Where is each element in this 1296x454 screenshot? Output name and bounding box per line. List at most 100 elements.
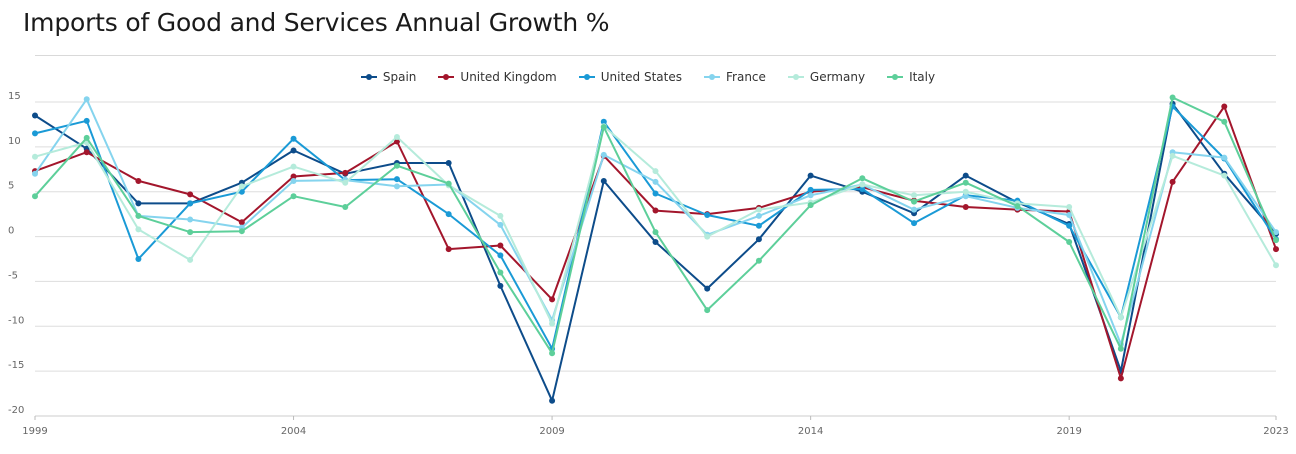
data-point-france [1221,154,1228,161]
legend-item-italy[interactable]: Italy [887,70,935,84]
data-point-united-states [290,135,297,142]
y-tick-label: 15 [8,91,21,102]
data-point-france [807,192,814,199]
data-point-france [755,212,762,219]
legend-label: Germany [809,70,866,84]
data-point-united-kingdom [1221,103,1228,110]
data-point-italy [911,198,918,205]
y-tick-label: 10 [8,136,21,147]
data-point-germany [859,181,866,188]
data-point-united-states [755,222,762,229]
data-point-germany [497,212,504,219]
data-point-germany [549,320,556,327]
chart-title: Imports of Good and Services Annual Grow… [23,8,610,37]
data-point-germany [32,153,38,160]
data-point-germany [135,226,142,233]
data-point-italy [807,202,814,209]
legend-item-united-states[interactable]: United States [578,70,682,84]
data-point-united-kingdom [342,169,349,176]
data-point-germany [755,206,762,213]
data-point-italy [497,269,504,276]
data-point-france [393,183,400,190]
series-line-france [34,98,1277,346]
data-point-united-states [704,212,711,219]
data-point-italy [32,193,38,200]
data-point-italy [600,124,607,131]
data-point-italy [342,203,349,210]
data-point-united-kingdom [497,242,504,249]
data-point-united-states [807,186,814,193]
data-point-spain [600,177,607,184]
legend-label: France [726,70,766,84]
y-tick-label: -20 [8,405,24,416]
legend-item-spain[interactable]: Spain [360,70,416,84]
data-point-germany [290,163,297,170]
data-point-italy [445,180,452,187]
series-line-united-states [34,105,1277,350]
x-tick-label: 2014 [798,426,823,437]
data-point-italy [83,134,90,141]
data-point-spain [497,282,504,289]
data-point-spain [290,147,297,154]
data-point-italy [290,193,297,200]
x-tick-label: 2019 [1056,426,1081,437]
data-point-germany [342,179,349,186]
data-point-spain [445,160,452,167]
data-point-united-states [911,220,918,227]
legend-item-france[interactable]: France [704,70,766,84]
data-point-united-kingdom [1273,246,1279,253]
data-point-germany [1273,262,1279,269]
legend-label: United States [600,70,682,84]
data-point-united-kingdom [238,219,245,226]
legend-item-united-kingdom[interactable]: United Kingdom [438,70,557,84]
data-point-united-states [1066,222,1073,229]
data-point-italy [393,162,400,169]
y-tick-label: -15 [8,360,24,371]
data-point-spain [755,236,762,243]
y-tick-label: 5 [8,181,14,192]
data-point-united-kingdom [187,191,194,198]
data-point-france [32,170,38,177]
data-point-france [1273,229,1279,236]
legend-marker-icon [578,72,595,82]
data-point-france [600,151,607,158]
data-point-united-states [238,188,245,195]
data-point-france [652,178,659,185]
data-point-france [83,96,90,103]
data-point-united-states [393,176,400,183]
data-point-italy [187,229,194,236]
data-point-germany [704,233,711,240]
data-point-spain [652,238,659,245]
data-point-united-kingdom [83,149,90,156]
legend-item-germany[interactable]: Germany [787,70,866,84]
data-point-united-kingdom [1117,375,1124,382]
data-point-italy [1014,203,1021,210]
y-tick-label: -10 [8,315,24,326]
data-point-italy [962,179,969,186]
data-point-italy [859,175,866,182]
data-point-italy [135,212,142,219]
data-point-spain [962,172,969,179]
data-point-united-states [652,190,659,197]
legend-marker-icon [704,72,720,82]
data-point-france [911,206,918,213]
data-point-france [290,177,297,184]
y-tick-label: -5 [8,270,18,281]
data-point-italy [704,307,711,314]
data-point-spain [807,172,814,179]
data-point-italy [1273,237,1279,244]
data-point-united-states [83,117,90,124]
data-point-spain [32,112,38,119]
data-point-united-kingdom [652,207,659,214]
data-point-italy [1221,118,1228,125]
data-point-germany [652,168,659,175]
data-point-germany [1066,203,1073,210]
data-point-italy [1117,345,1124,352]
data-point-united-kingdom [290,173,297,180]
data-point-italy [1066,238,1073,245]
x-tick-label: 2009 [539,426,564,437]
data-point-united-states [859,186,866,193]
data-point-france [187,216,194,223]
data-point-italy [652,229,659,236]
